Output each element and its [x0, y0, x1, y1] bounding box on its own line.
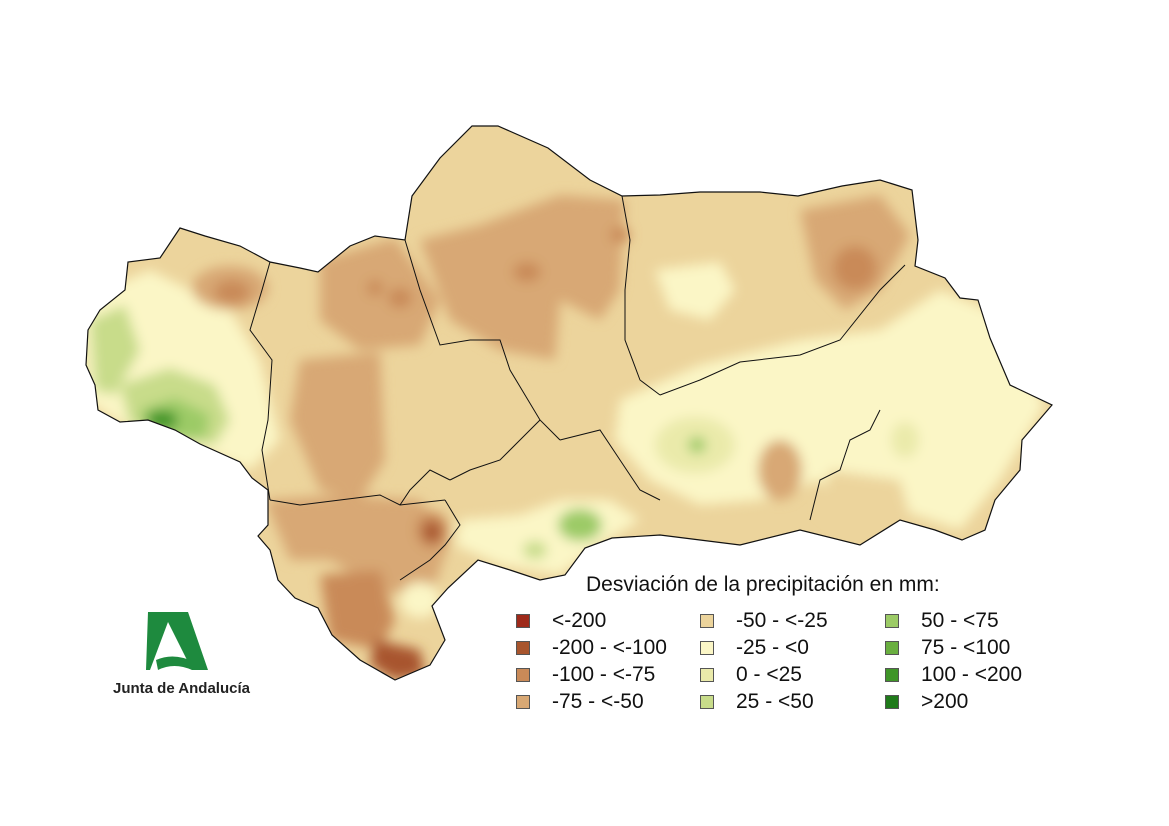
border-huelva-sevilla — [249, 261, 273, 501]
border-sevilla-cordoba — [404, 239, 561, 441]
junta-logo-icon — [146, 612, 208, 670]
legend-item: 100 - <200 — [885, 662, 1022, 688]
zone-brown-7 — [370, 640, 425, 680]
legend-title: Desviación de la precipitación en mm: — [586, 573, 940, 596]
legend-label: 25 - <50 — [736, 690, 814, 713]
legend-item: -50 - <-25 — [700, 608, 828, 634]
legend-item: 75 - <100 — [885, 635, 1010, 661]
border-cordoba-granada — [559, 429, 661, 501]
border-sevilla-cadiz — [269, 494, 446, 506]
province-borders — [249, 195, 906, 581]
legend-label: 50 - <75 — [921, 609, 999, 632]
legend-swatch — [700, 695, 714, 709]
zone-brown-jaen-b — [833, 246, 877, 290]
zone-brown-2b — [388, 288, 412, 308]
border-granada-almeria — [809, 409, 881, 521]
legend-item: 25 - <50 — [700, 689, 814, 715]
legend-item: <-200 — [516, 608, 606, 634]
legend-item: >200 — [885, 689, 968, 715]
legend-swatch — [885, 668, 899, 682]
zone-light-jaen — [655, 262, 735, 320]
zone-brown-3b — [513, 262, 541, 282]
zone-brown-2c — [367, 280, 383, 296]
legend-label: -50 - <-25 — [736, 609, 828, 632]
border-jaen-granada — [659, 264, 906, 396]
legend-swatch — [516, 668, 530, 682]
zone-brown-almeria — [820, 470, 910, 540]
legend-label: >200 — [921, 690, 969, 713]
legend-swatch — [700, 614, 714, 628]
legend-label: -75 - <-50 — [552, 690, 644, 713]
legend-label: <-200 — [552, 609, 607, 632]
legend-item: -100 - <-75 — [516, 662, 655, 688]
logo-text: Junta de Andalucía — [113, 680, 250, 697]
legend-swatch — [516, 695, 530, 709]
zone-green-granada-b — [688, 437, 706, 453]
border-cordoba-malaga — [449, 419, 541, 481]
legend-item: -25 - <0 — [700, 635, 809, 661]
legend-swatch — [885, 614, 899, 628]
border-cadiz-malaga — [399, 499, 461, 581]
legend-item: 50 - <75 — [885, 608, 999, 634]
legend-swatch — [885, 695, 899, 709]
border-sevilla-malaga — [399, 469, 451, 506]
zone-green-west-1 — [90, 305, 140, 395]
zone-brown-5 — [265, 495, 450, 600]
zone-light-east — [615, 290, 1045, 530]
zone-green-malaga-b — [523, 541, 547, 559]
zone-brown-granada — [758, 440, 802, 500]
legend-swatch — [516, 614, 530, 628]
zone-green-almeria — [891, 422, 919, 458]
legend-label: 100 - <200 — [921, 663, 1023, 686]
legend-label: -25 - <0 — [736, 636, 809, 659]
legend-label: -100 - <-75 — [552, 663, 656, 686]
legend-swatch — [700, 668, 714, 682]
legend-swatch — [516, 641, 530, 655]
legend-label: 0 - <25 — [736, 663, 802, 686]
legend-label: 75 - <100 — [921, 636, 1011, 659]
legend-label: -200 - <-100 — [552, 636, 667, 659]
legend-item: -200 - <-100 — [516, 635, 667, 661]
zone-green-west-4 — [146, 410, 178, 430]
zone-brown-6 — [320, 570, 395, 650]
zone-brown-8b — [423, 522, 441, 542]
legend-item: -75 - <-50 — [516, 689, 644, 715]
zone-brown-1b — [214, 280, 250, 304]
zone-green-malaga — [558, 509, 602, 541]
legend-item: 0 - <25 — [700, 662, 802, 688]
legend-swatch — [885, 641, 899, 655]
legend-swatch — [700, 641, 714, 655]
border-cordoba-jaen — [621, 195, 661, 396]
precipitation-field — [86, 195, 1045, 680]
zone-light-cadiz — [400, 582, 440, 618]
zone-brown-4 — [290, 352, 385, 500]
zone-brown-3c — [610, 227, 630, 243]
